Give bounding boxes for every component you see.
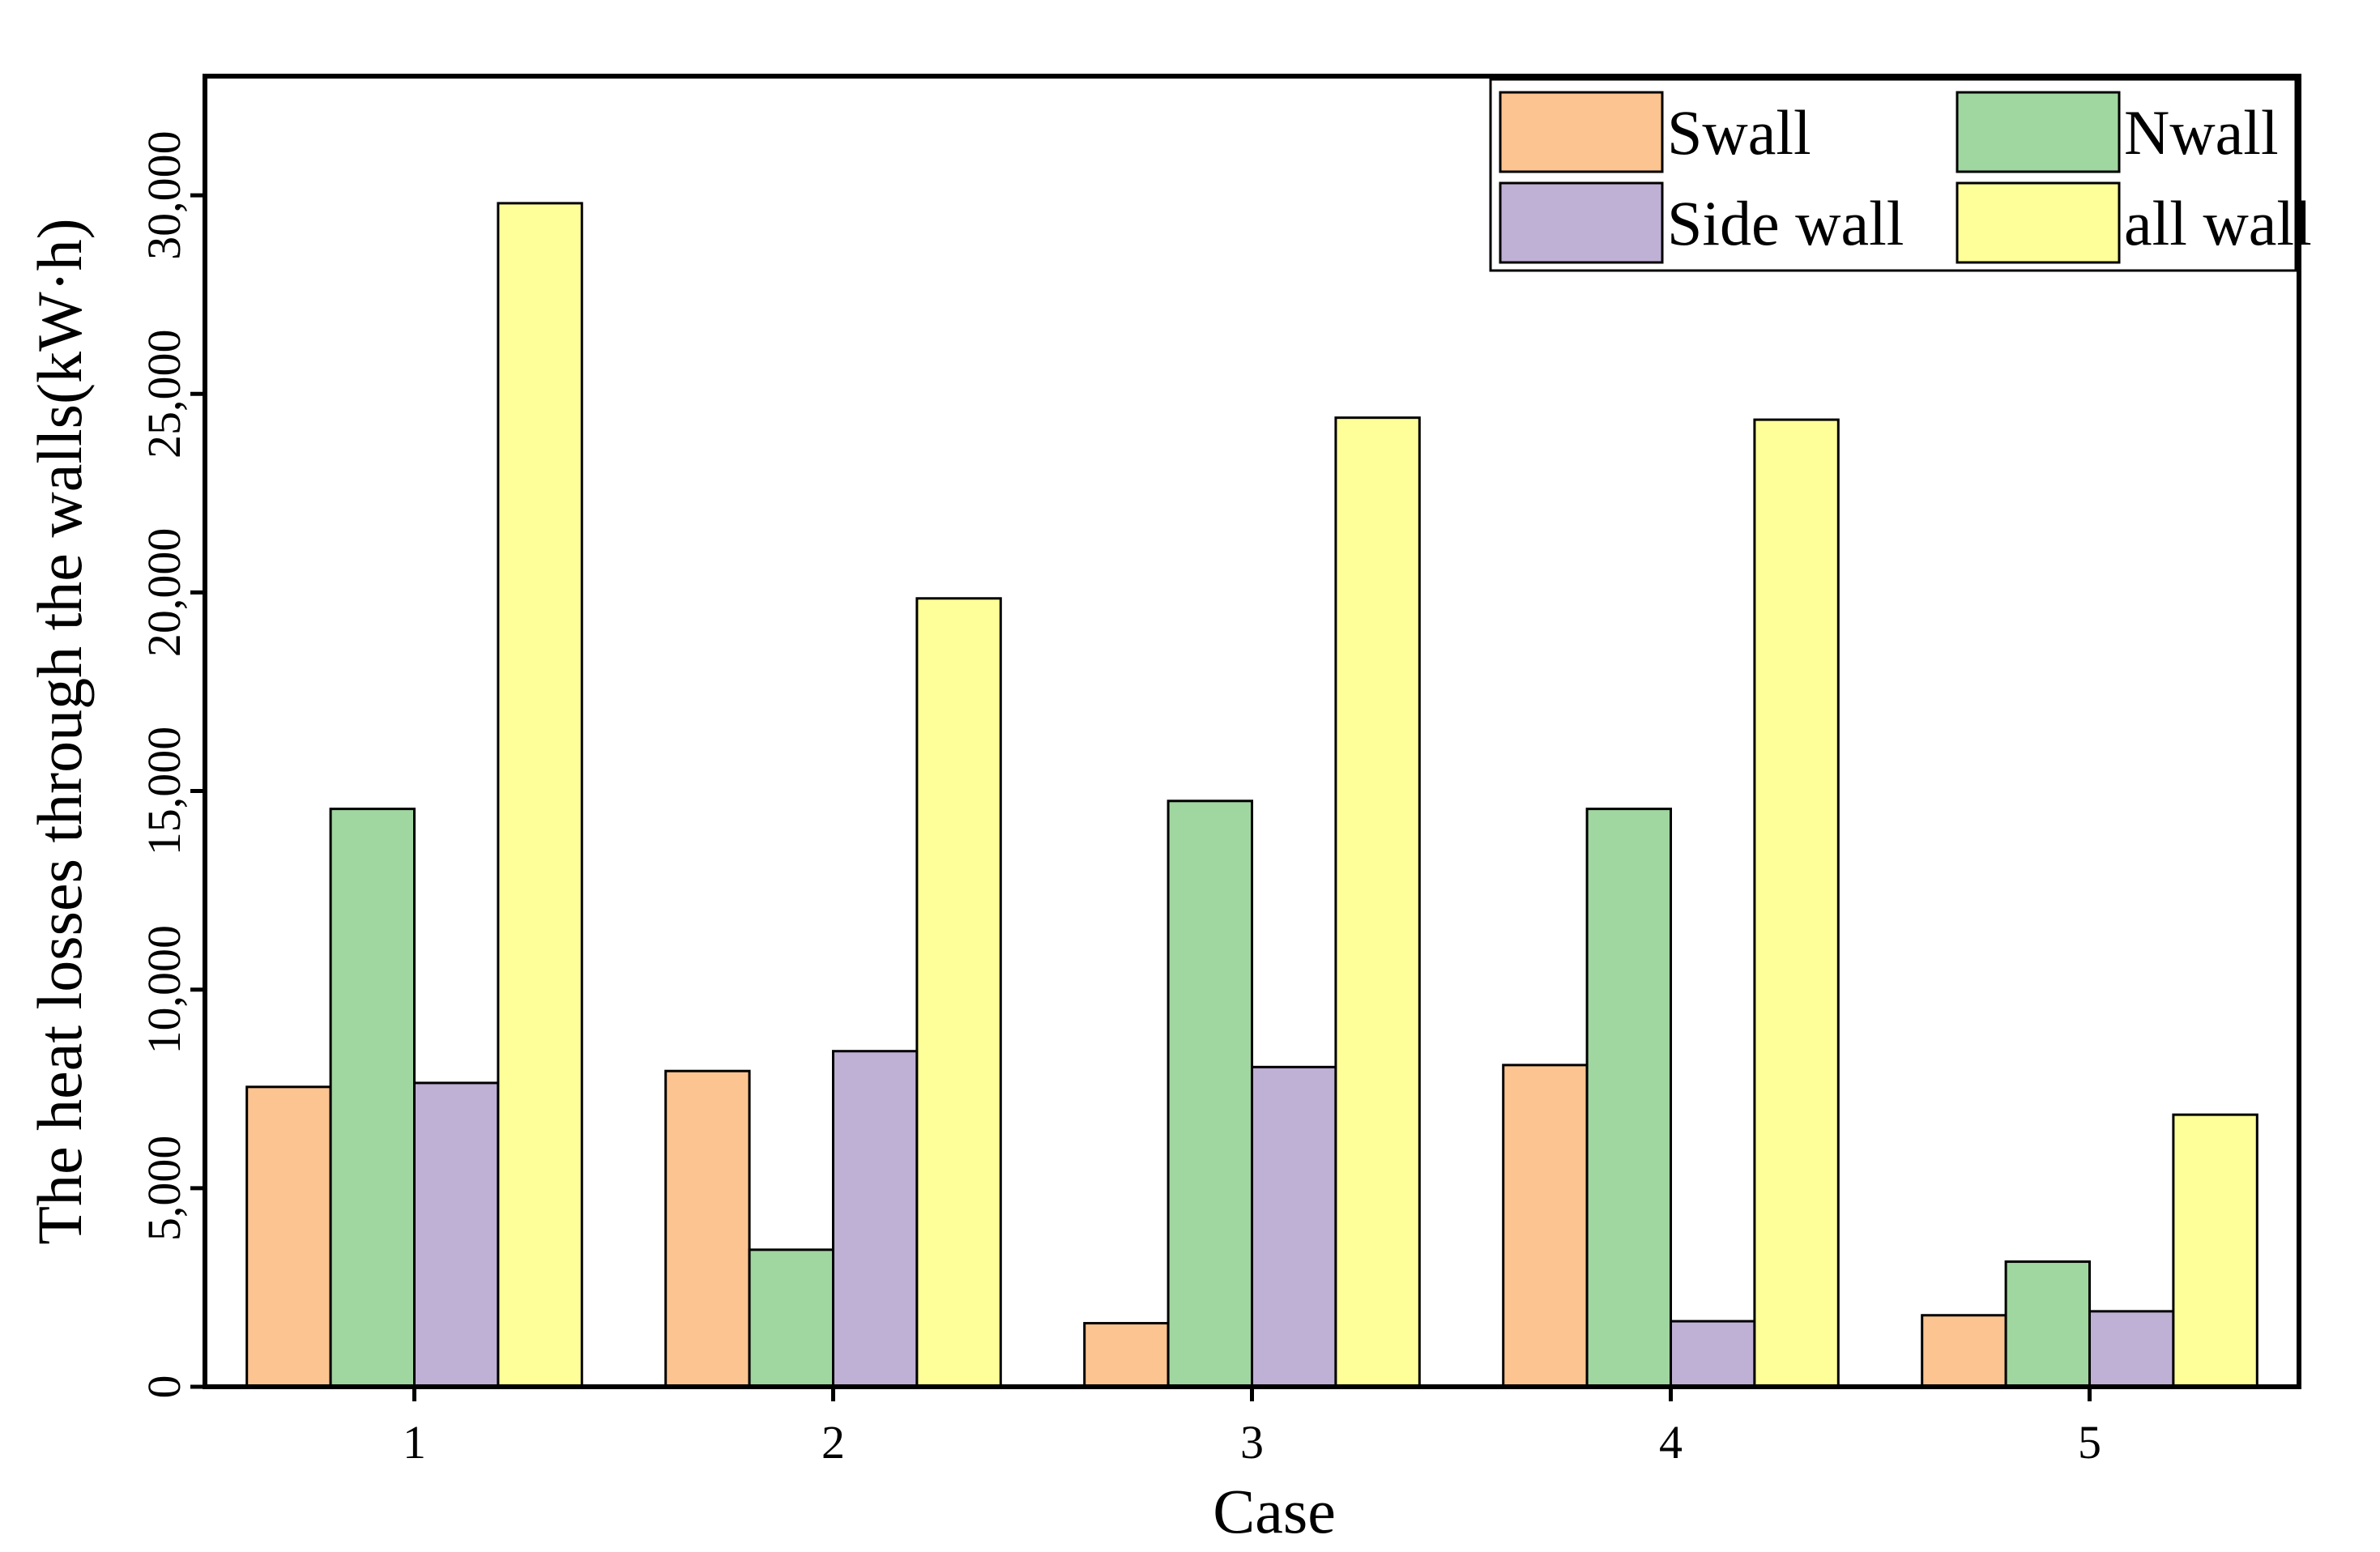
legend-label-nwall: Nwall — [2124, 97, 2279, 168]
bar-nwall-case-4 — [1585, 808, 1672, 1388]
x-tick-label: 5 — [2078, 1416, 2101, 1469]
bar-side-wall-case-5 — [2088, 1310, 2175, 1388]
bar-side-wall-case-3 — [1251, 1065, 1337, 1388]
y-axis-title: The heat losses through the walls(kW·h) — [24, 218, 95, 1244]
y-tick-label: 15,000 — [138, 727, 190, 855]
x-tick-label: 3 — [1240, 1416, 1264, 1469]
bar-swall-case-3 — [1083, 1322, 1170, 1388]
bar-all-wall-case-5 — [2172, 1113, 2258, 1388]
bar-nwall-case-1 — [329, 808, 416, 1388]
x-tick-label: 1 — [403, 1416, 426, 1469]
y-tick-label: 5,000 — [138, 1136, 190, 1242]
bar-all-wall-case-4 — [1753, 418, 1840, 1388]
legend-label-side-wall: Side wall — [1667, 188, 1904, 258]
bar-nwall-case-2 — [748, 1248, 834, 1388]
bar-swall-case-2 — [664, 1069, 751, 1388]
x-axis: 1 2 3 4 5 — [403, 1387, 2101, 1469]
bar-side-wall-case-2 — [832, 1050, 919, 1388]
bar-swall-case-5 — [1921, 1314, 2007, 1388]
legend-swatch-swall — [1499, 91, 1664, 173]
bar-swall-case-1 — [245, 1085, 332, 1388]
bars-layer — [245, 202, 2258, 1388]
x-axis-title: Case — [1213, 1476, 1336, 1546]
legend-swatch-all-wall — [1956, 181, 2121, 264]
bar-all-wall-case-1 — [497, 202, 583, 1388]
y-tick-label: 20,000 — [138, 528, 190, 658]
legend-label-all-wall: all wall — [2124, 188, 2312, 258]
bar-all-wall-case-3 — [1334, 416, 1421, 1388]
bar-side-wall-case-4 — [1670, 1320, 1756, 1388]
legend-swatch-side-wall — [1499, 181, 1664, 264]
y-tick-label: 25,000 — [138, 329, 190, 458]
bar-swall-case-4 — [1502, 1064, 1589, 1388]
y-tick-label: 10,000 — [138, 925, 190, 1055]
y-tick-label: 30,000 — [138, 130, 190, 260]
bar-all-wall-case-2 — [915, 597, 1002, 1388]
legend-swatch-nwall — [1956, 91, 2121, 173]
bar-nwall-case-5 — [2004, 1260, 2092, 1388]
y-axis: 0 5,000 10,000 15,000 20,000 25,000 30,000 — [138, 130, 205, 1399]
legend[interactable]: Swall Nwall Side wall all wall — [1489, 78, 2312, 272]
x-tick-label: 2 — [821, 1416, 845, 1469]
legend-label-swall: Swall — [1667, 97, 1811, 168]
bar-nwall-case-3 — [1167, 799, 1253, 1388]
bar-side-wall-case-1 — [413, 1081, 500, 1388]
y-tick-label: 0 — [138, 1375, 190, 1399]
x-tick-label: 4 — [1659, 1416, 1683, 1469]
